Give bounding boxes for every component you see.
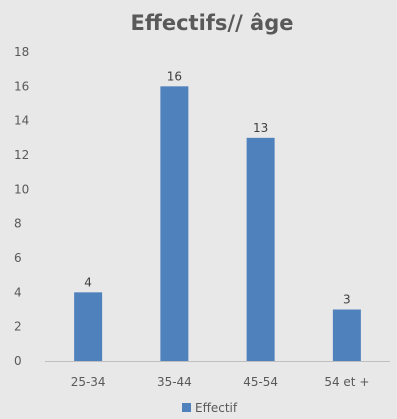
x-tick-label: 35-44 xyxy=(157,375,192,389)
legend-swatch-effectif xyxy=(182,403,191,412)
data-label: 4 xyxy=(84,275,92,289)
y-tick-label: 16 xyxy=(14,79,29,93)
y-tick-label: 10 xyxy=(14,182,29,196)
data-label: 16 xyxy=(167,69,182,83)
bar xyxy=(160,86,189,361)
y-axis: 0 2 4 6 8 10 12 14 16 18 xyxy=(14,45,29,368)
y-tick-label: 14 xyxy=(14,114,29,128)
data-labels: 4 16 13 3 xyxy=(84,69,350,306)
y-tick-label: 18 xyxy=(14,45,29,59)
chart-title: Effectifs// âge xyxy=(130,11,293,35)
bar xyxy=(246,137,275,361)
data-label: 3 xyxy=(343,293,351,307)
legend-label-effectif: Effectif xyxy=(195,401,238,415)
y-tick-label: 0 xyxy=(14,354,22,368)
bar xyxy=(332,309,361,361)
y-tick-label: 6 xyxy=(14,251,22,265)
x-tick-label: 45-54 xyxy=(243,375,278,389)
x-tick-label: 25-34 xyxy=(71,375,106,389)
x-tick-label: 54 et + xyxy=(324,375,369,389)
y-tick-label: 4 xyxy=(14,285,22,299)
bar-series xyxy=(74,86,361,361)
y-tick-label: 2 xyxy=(14,320,22,334)
legend: Effectif xyxy=(182,401,238,415)
bar xyxy=(74,292,103,361)
data-label: 13 xyxy=(253,121,268,135)
y-tick-label: 8 xyxy=(14,217,22,231)
x-axis: 25-34 35-44 45-54 54 et + xyxy=(71,375,370,389)
y-tick-label: 12 xyxy=(14,148,29,162)
